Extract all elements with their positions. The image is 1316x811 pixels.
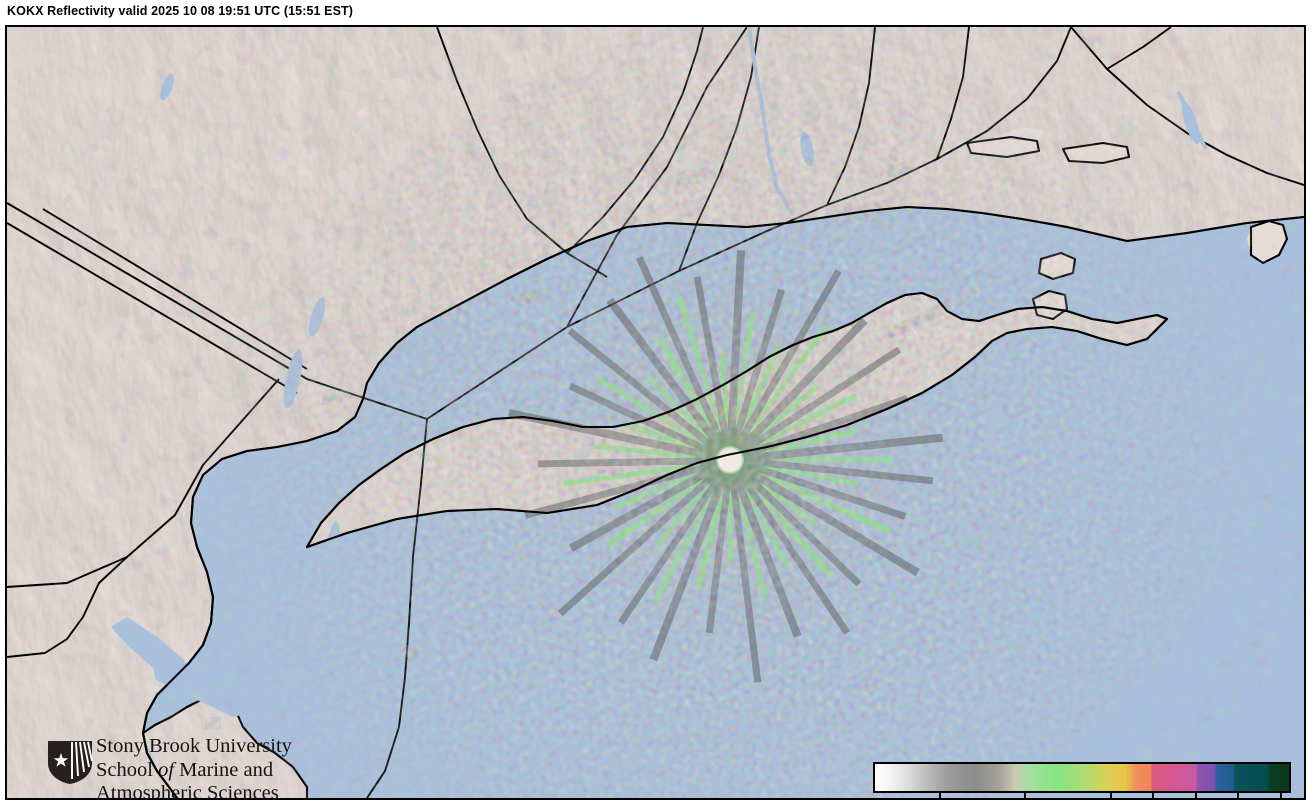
colorbar-tick-70: [1237, 793, 1240, 798]
colorbar-labels: 0 20 40 50 60 70 80: [873, 798, 1291, 800]
colorbar-label-40: 40: [1101, 798, 1118, 800]
radar-reflectivity-layer: [7, 27, 1304, 798]
colorbar-label-50: 50: [1144, 798, 1161, 800]
radar-site-marker: [717, 447, 743, 473]
colorbar-box: [873, 762, 1291, 793]
colorbar-label-20: 20: [1016, 798, 1033, 800]
map-frame[interactable]: Stony Brook University School of Marine …: [5, 25, 1306, 800]
reflectivity-colorbar: 0 20 40 50 60 70 80: [873, 762, 1297, 800]
colorbar-label-60: 60: [1186, 798, 1203, 800]
colorbar-tick-20: [1024, 793, 1027, 798]
page-title: KOKX Reflectivity valid 2025 10 08 19:51…: [7, 4, 354, 18]
colorbar-ticks: [873, 793, 1291, 798]
map-canvas[interactable]: Stony Brook University School of Marine …: [7, 27, 1304, 798]
coastline-overlay: [141, 205, 1304, 798]
colorbar-tick-80: [1280, 793, 1283, 798]
colorbar-tick-0: [939, 793, 942, 798]
isolated-green-cells: [205, 337, 1039, 729]
north-shore-green-echo: [321, 161, 981, 405]
map-geography-layer: [7, 27, 1304, 798]
colorbar-gradient: [875, 764, 1289, 791]
colorbar-label-0: 0: [935, 798, 944, 800]
colorbar-tick-50: [1152, 793, 1155, 798]
colorbar-tick-60: [1194, 793, 1197, 798]
colorbar-label-70: 70: [1229, 798, 1246, 800]
colorbar-label-80: 80: [1272, 798, 1289, 800]
colorbar-tick-40: [1109, 793, 1112, 798]
title-bar: KOKX Reflectivity valid 2025 10 08 19:51…: [0, 0, 1316, 25]
